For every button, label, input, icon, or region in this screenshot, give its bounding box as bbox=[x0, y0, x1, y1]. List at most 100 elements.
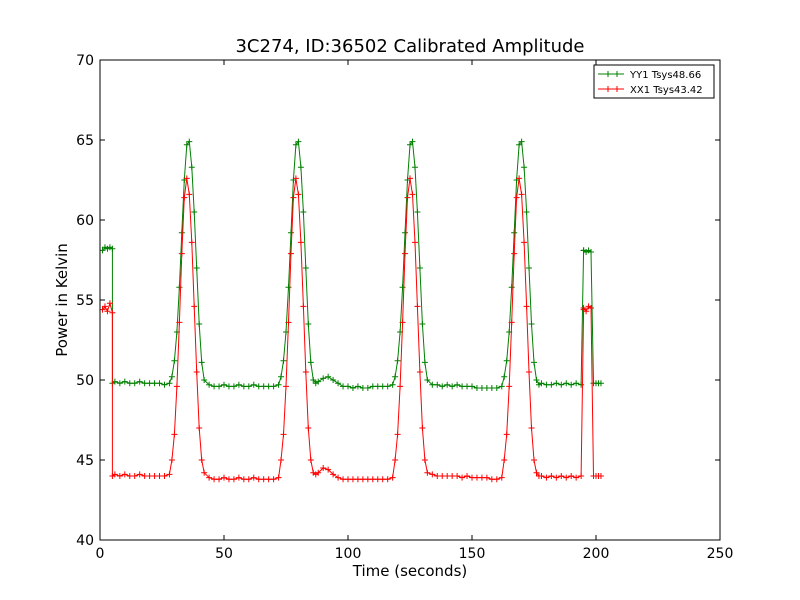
data-point bbox=[283, 383, 289, 390]
data-point bbox=[230, 476, 237, 483]
data-point bbox=[104, 308, 111, 315]
data-point bbox=[173, 383, 180, 390]
data-point bbox=[295, 191, 302, 198]
y-tick-label: 40 bbox=[76, 533, 94, 549]
data-point bbox=[394, 357, 401, 364]
data-point bbox=[538, 380, 545, 387]
data-point bbox=[297, 164, 304, 171]
data-point bbox=[300, 209, 307, 215]
data-point bbox=[523, 209, 530, 215]
data-point bbox=[424, 377, 431, 383]
data-point bbox=[538, 473, 545, 479]
legend-label-xx1: XX1 Tsys43.42 bbox=[630, 85, 703, 96]
x-tick-label: 50 bbox=[215, 546, 233, 562]
y-axis-label: Power in Kelvin bbox=[53, 243, 71, 357]
data-point bbox=[320, 375, 327, 382]
data-point bbox=[518, 138, 525, 145]
data-point bbox=[548, 473, 555, 479]
data-point bbox=[578, 473, 585, 479]
data-point bbox=[578, 381, 585, 388]
data-point bbox=[521, 164, 528, 171]
y-tick-label: 65 bbox=[76, 133, 94, 149]
data-point bbox=[533, 377, 540, 383]
y-tick-label: 55 bbox=[76, 293, 94, 309]
data-point bbox=[206, 474, 213, 481]
series-2 bbox=[99, 175, 604, 483]
data-point bbox=[402, 229, 409, 236]
x-axis: 0 50 100 150 200 250 bbox=[96, 60, 734, 562]
data-point bbox=[245, 383, 252, 390]
legend-label-yy1: YY1 Tsys48.66 bbox=[629, 70, 701, 81]
data-point bbox=[419, 425, 426, 431]
data-point bbox=[188, 239, 195, 246]
data-point bbox=[508, 319, 515, 326]
data-point bbox=[573, 380, 580, 387]
data-point bbox=[384, 383, 391, 390]
data-point bbox=[531, 359, 537, 366]
data-point bbox=[161, 473, 168, 479]
data-point bbox=[392, 373, 399, 380]
data-point bbox=[597, 380, 604, 387]
data-point bbox=[245, 476, 252, 483]
data-point bbox=[168, 457, 175, 463]
data-point bbox=[183, 141, 190, 148]
y-tick-label: 50 bbox=[76, 373, 94, 389]
data-point bbox=[111, 471, 118, 478]
x-tick-label: 250 bbox=[707, 546, 734, 562]
data-point bbox=[345, 383, 351, 390]
x-tick-label: 150 bbox=[459, 546, 486, 562]
data-point bbox=[429, 471, 436, 478]
data-point bbox=[131, 473, 138, 479]
chart-title: 3C274, ID:36502 Calibrated Amplitude bbox=[235, 36, 584, 57]
y-tick-label: 60 bbox=[76, 213, 94, 229]
data-point bbox=[563, 474, 570, 481]
data-point bbox=[597, 473, 604, 479]
data-point bbox=[168, 373, 175, 380]
data-point bbox=[270, 476, 277, 483]
data-point bbox=[409, 138, 416, 145]
data-point bbox=[186, 191, 193, 198]
data-point bbox=[573, 474, 580, 481]
data-point bbox=[193, 369, 200, 375]
data-point bbox=[161, 381, 168, 388]
data-point bbox=[278, 373, 285, 380]
data-point bbox=[285, 284, 292, 291]
data-point bbox=[523, 303, 530, 310]
data-point bbox=[216, 476, 223, 483]
data-point bbox=[280, 431, 287, 438]
data-point bbox=[315, 469, 322, 476]
data-point bbox=[270, 383, 277, 390]
data-point bbox=[136, 471, 143, 478]
y-tick-label: 70 bbox=[76, 53, 94, 69]
data-point bbox=[583, 308, 590, 315]
data-point bbox=[330, 377, 337, 383]
data-point bbox=[506, 383, 513, 390]
data-point bbox=[121, 378, 128, 385]
legend: YY1 Tsys48.66 XX1 Tsys43.42 bbox=[593, 64, 715, 99]
data-point bbox=[109, 309, 116, 316]
data-point bbox=[221, 381, 227, 388]
data-point bbox=[305, 425, 312, 431]
data-point bbox=[106, 300, 113, 307]
data-point bbox=[553, 380, 560, 387]
data-point bbox=[416, 369, 423, 375]
data-point bbox=[419, 321, 426, 327]
data-point bbox=[191, 209, 198, 215]
data-point bbox=[511, 250, 518, 257]
data-point bbox=[300, 303, 307, 310]
data-point bbox=[230, 383, 237, 390]
data-point bbox=[399, 284, 406, 291]
data-point bbox=[389, 474, 396, 481]
y-axis: 40 45 50 55 60 65 70 bbox=[76, 53, 720, 549]
data-point bbox=[275, 381, 282, 388]
x-tick-label: 100 bbox=[335, 546, 362, 562]
data-point bbox=[580, 305, 587, 311]
data-point bbox=[302, 369, 309, 375]
y-tick-label: 45 bbox=[76, 453, 94, 469]
data-point bbox=[278, 457, 285, 463]
data-point bbox=[290, 194, 297, 201]
data-point bbox=[295, 138, 302, 145]
data-point bbox=[397, 383, 404, 390]
data-point bbox=[201, 469, 208, 476]
